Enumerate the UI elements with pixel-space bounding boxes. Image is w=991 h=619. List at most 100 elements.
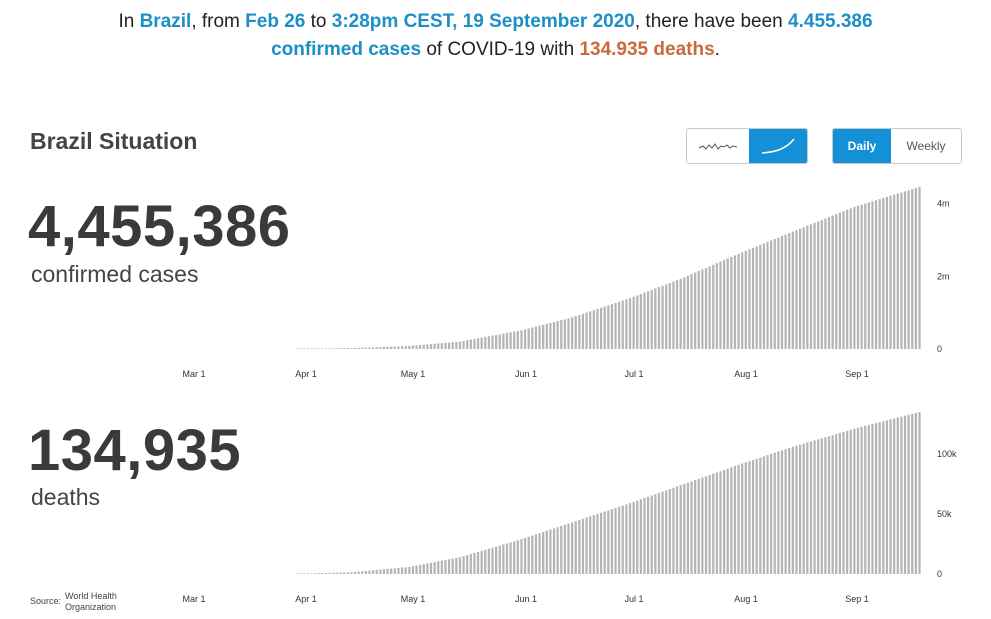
chart-bar xyxy=(856,427,860,574)
chart-bar xyxy=(610,509,614,574)
chart-bar xyxy=(437,561,440,574)
chart-bar xyxy=(690,274,693,349)
summary-part: to xyxy=(305,11,332,32)
chart-bar xyxy=(730,467,733,574)
chart-bar xyxy=(737,464,740,574)
chart-bar xyxy=(390,568,393,574)
chart-bar xyxy=(491,547,494,574)
section-title: Brazil Situation xyxy=(30,128,198,154)
chart-bar xyxy=(513,331,516,349)
start-date: Feb 26 xyxy=(245,11,306,32)
chart-bar xyxy=(914,412,917,574)
chart-bar xyxy=(303,573,306,574)
chart-bar xyxy=(607,305,610,349)
chart-bar xyxy=(686,275,690,349)
chart-bar xyxy=(835,434,838,574)
chart-bar xyxy=(368,347,371,349)
chart-bar xyxy=(571,317,574,349)
chart-bar xyxy=(549,529,552,574)
x-tick-label: Aug 1 xyxy=(734,594,758,604)
chart-bar xyxy=(777,451,780,574)
chart-bar xyxy=(603,306,606,349)
chart-bar xyxy=(411,566,415,574)
chart-bar xyxy=(491,335,494,349)
chart-bar xyxy=(686,482,690,574)
chart-bar xyxy=(867,202,870,349)
chart-bar xyxy=(495,546,498,574)
weekly-button[interactable]: Weekly xyxy=(891,129,961,163)
chart-bar xyxy=(426,563,429,574)
chart-bar xyxy=(578,519,581,574)
chart-bar xyxy=(487,548,491,574)
y-tick-label: 50k xyxy=(937,509,952,519)
chart-bar xyxy=(712,264,715,349)
chart-bar xyxy=(306,348,310,349)
chart-bar xyxy=(335,348,339,349)
chart-bar xyxy=(618,301,621,349)
chart-bar xyxy=(592,310,595,349)
chart-bar xyxy=(520,330,523,349)
chart-bar xyxy=(784,449,787,574)
chart-bar xyxy=(375,569,378,574)
chart-bar xyxy=(874,200,878,349)
chart-bar xyxy=(560,320,563,349)
chart-bar xyxy=(788,447,791,574)
chart-bar xyxy=(878,422,881,574)
chart-bar xyxy=(773,238,776,349)
chart-bar xyxy=(415,565,418,574)
chart-bar xyxy=(480,337,483,349)
chart-bar xyxy=(339,348,342,349)
chart-bar xyxy=(509,542,512,574)
source-name: World Health Organization xyxy=(65,591,117,613)
chart-bar xyxy=(437,343,440,349)
summary-part: In xyxy=(118,11,140,32)
chart-bar xyxy=(762,456,766,574)
chart-bar xyxy=(353,347,357,349)
deaths-count: 134.935 deaths xyxy=(579,39,715,60)
chart-bar xyxy=(487,336,491,349)
sparkline-icon xyxy=(698,143,738,150)
chart-bar xyxy=(882,198,885,349)
chart-bar xyxy=(911,413,914,574)
daily-button[interactable]: Daily xyxy=(833,129,891,163)
chart-bar xyxy=(589,516,592,574)
chart-bar xyxy=(364,347,367,349)
chart-bar xyxy=(618,506,621,574)
chart-bar xyxy=(802,227,805,349)
chart-bar xyxy=(831,215,834,349)
chart-bar xyxy=(585,312,588,349)
chart-bar xyxy=(408,345,411,349)
x-tick-label: Jun 1 xyxy=(515,594,537,604)
chart-bar xyxy=(447,342,451,349)
chart-bar xyxy=(382,346,386,349)
chart-bar xyxy=(379,569,382,574)
chart-bar xyxy=(639,293,642,349)
chart-bar xyxy=(310,573,313,574)
cumulative-curve-button[interactable] xyxy=(749,129,807,163)
chart-bar xyxy=(849,208,852,349)
chart-bar xyxy=(433,562,436,574)
chart-bar xyxy=(733,255,737,349)
chart-bar xyxy=(817,221,820,349)
chart-bar xyxy=(531,327,534,349)
chart-bar xyxy=(556,321,559,349)
chart-bar xyxy=(549,322,552,349)
chart-bar xyxy=(545,530,548,574)
chart-bar xyxy=(820,219,823,349)
chart-bar xyxy=(665,490,668,574)
daily-sparkline-button[interactable] xyxy=(687,129,749,163)
chart-bar xyxy=(708,266,711,349)
x-tick-label: Sep 1 xyxy=(845,369,869,379)
chart-bar xyxy=(813,440,816,574)
chart-bar xyxy=(422,564,425,574)
chart-bar xyxy=(498,545,501,574)
chart-bar xyxy=(719,471,722,574)
chart-bar xyxy=(632,296,635,349)
chart-bar xyxy=(585,517,588,574)
chart-bar xyxy=(690,481,693,574)
chart-bar xyxy=(603,511,606,574)
chart-bar xyxy=(672,281,675,349)
chart-bar xyxy=(730,256,733,349)
chart-bar xyxy=(697,271,700,349)
chart-bar xyxy=(683,483,686,574)
